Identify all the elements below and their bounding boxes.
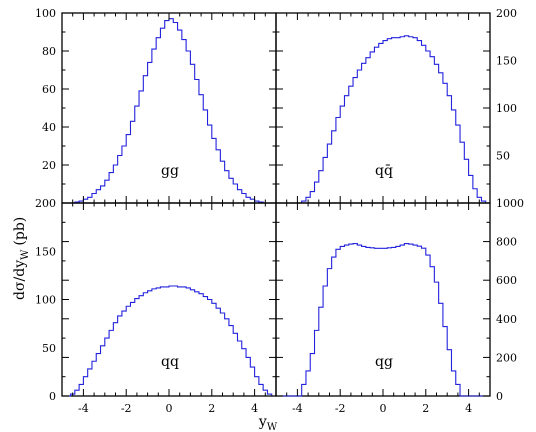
x-tick-label: 2 bbox=[422, 402, 429, 415]
y-axis-group: 20 40 60 80 100 50 100 150 200 0 50 100 150 200 0 200 40… bbox=[35, 7, 524, 403]
x-tick-label: 0 bbox=[166, 402, 173, 415]
y-axis-title-unit: (pb) bbox=[12, 217, 28, 246]
y-tick-label: 40 bbox=[42, 121, 56, 134]
x-tick-label: 0 bbox=[380, 402, 387, 415]
x-axis-group: -4 -2 0 2 4 -4 -2 0 2 4 bbox=[78, 402, 472, 415]
y-axis-title-subscript: W bbox=[20, 249, 31, 260]
y-tick-label: 0 bbox=[496, 390, 503, 403]
y-tick-label: 100 bbox=[35, 294, 56, 307]
y-tick-label: 100 bbox=[496, 102, 517, 115]
y-tick-label: 0 bbox=[49, 390, 56, 403]
y-tick-label: 50 bbox=[496, 150, 510, 163]
panel-top-left: gg bbox=[61, 12, 277, 204]
panel-bottom-right: qg bbox=[275, 202, 491, 397]
x-tick-label: -2 bbox=[121, 402, 132, 415]
y-axis-title: dσ/dyW(pb) bbox=[12, 217, 31, 300]
panel-label: gg bbox=[161, 163, 179, 179]
histogram-bottom-right bbox=[276, 242, 490, 397]
x-tick-label: -2 bbox=[335, 402, 346, 415]
panel-top-right: qq̄ bbox=[275, 12, 491, 204]
y-tick-label: 200 bbox=[35, 197, 56, 210]
histogram-top-right bbox=[276, 35, 490, 204]
x-tick-label: 2 bbox=[208, 402, 215, 415]
y-tick-label: 20 bbox=[42, 159, 56, 172]
panels-group: gg qq̄ qq qg bbox=[61, 12, 491, 397]
x-tick-label: -4 bbox=[78, 402, 89, 415]
y-tick-label: 150 bbox=[496, 55, 517, 68]
panel-label: qq bbox=[161, 354, 179, 370]
y-tick-label: 150 bbox=[35, 245, 56, 258]
y-tick-label: 80 bbox=[42, 45, 56, 58]
x-tick-label: 4 bbox=[465, 402, 472, 415]
x-tick-label: -4 bbox=[292, 402, 303, 415]
histogram-bottom-left bbox=[62, 285, 276, 397]
y-tick-label: 800 bbox=[496, 236, 517, 249]
y-tick-label: 100 bbox=[35, 7, 56, 20]
y-tick-label: 50 bbox=[42, 342, 56, 355]
y-tick-label: 200 bbox=[496, 351, 517, 364]
x-axis-title: yW bbox=[258, 414, 278, 432]
y-tick-label: 1000 bbox=[496, 197, 524, 210]
panel-bottom-left: qq bbox=[61, 202, 277, 397]
panel-label: qg bbox=[375, 354, 393, 370]
y-tick-label: 60 bbox=[42, 83, 56, 96]
y-tick-label: 200 bbox=[496, 7, 517, 20]
x-tick-label: 4 bbox=[251, 402, 258, 415]
y-tick-label: 600 bbox=[496, 274, 517, 287]
panel-label: qq̄ bbox=[375, 163, 393, 179]
y-tick-label: 400 bbox=[496, 313, 517, 326]
x-axis-title-subscript: W bbox=[267, 422, 278, 432]
